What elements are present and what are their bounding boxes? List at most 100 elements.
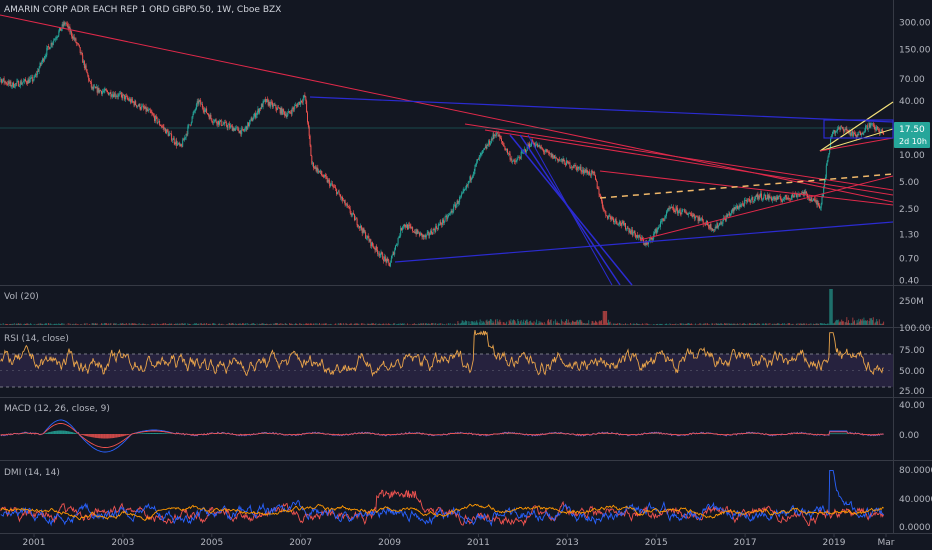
volume-bar (702, 323, 704, 325)
candle-body (433, 229, 435, 230)
candle-body (807, 193, 808, 198)
volume-bar (815, 323, 817, 325)
candle-body (19, 86, 20, 87)
candle-body (173, 138, 175, 143)
wedge-red-line[interactable] (819, 137, 894, 152)
candle-body (303, 95, 305, 99)
volume-pane[interactable]: Vol (20) 250M (0, 289, 924, 325)
volume-bar (758, 323, 760, 325)
candle-body (736, 205, 738, 208)
candle-body (74, 38, 76, 40)
candle-body (115, 96, 117, 97)
candle-body (690, 213, 692, 216)
macd-pane[interactable]: MACD (12, 26, close, 9) 40.00 0.00 (0, 401, 925, 453)
volume-bar (613, 323, 614, 325)
trendline-red-middle[interactable] (484, 129, 894, 196)
candle-body (160, 125, 161, 126)
trend-drawings[interactable] (0, 14, 894, 286)
candle-body (268, 101, 270, 106)
volume-bar (590, 323, 592, 325)
trendline-blue-support[interactable] (394, 221, 894, 263)
volume-bar (821, 323, 823, 325)
candle-body (26, 83, 28, 84)
candle-body (337, 191, 339, 193)
candle-body (701, 218, 703, 221)
trendline-blue-steep-1[interactable] (509, 134, 633, 286)
volume-bar (823, 324, 825, 325)
volume-bar (429, 324, 431, 325)
macd-histogram-bar (154, 433, 156, 434)
wedge-upper-line[interactable] (819, 101, 894, 152)
time-axis[interactable]: 2001 2003 2005 2007 2009 2011 2013 2015 2017 2019… (23, 533, 895, 548)
volume-bar (40, 323, 42, 325)
candle-body (713, 229, 715, 230)
dashed-projection-line[interactable] (599, 173, 894, 199)
macd-histogram-bar (113, 434, 115, 438)
candle-body (197, 101, 199, 104)
candle-body (304, 95, 306, 97)
volume-bar (309, 323, 311, 325)
volume-bar (360, 323, 362, 325)
trendline-blue-steep-3[interactable] (527, 134, 613, 286)
candle-body (821, 196, 823, 204)
trendline-red-support[interactable] (639, 175, 894, 241)
candle-body (345, 204, 347, 206)
rsi-pane[interactable]: RSI (14, close) 100.00 75.00 50.00 25.00 (0, 324, 931, 397)
candle-body (836, 129, 838, 131)
candle-body (866, 125, 867, 126)
volume-bar (582, 323, 584, 325)
macd-histogram-bar (93, 434, 95, 438)
wedge-lower-line[interactable] (819, 128, 894, 152)
volume-bar (830, 289, 832, 325)
macd-histogram-bar (163, 433, 165, 434)
candle-body (430, 230, 432, 235)
candle-body (254, 113, 256, 118)
volume-bar (878, 319, 880, 325)
candle-body (125, 96, 126, 100)
volume-bar (250, 324, 252, 325)
candle-body (427, 232, 429, 233)
candle-body (615, 218, 617, 222)
candle-body (352, 213, 354, 214)
volume-bar (266, 323, 268, 325)
macd-histogram-bar (143, 433, 145, 434)
candle-body (801, 192, 803, 194)
volume-bar (258, 324, 260, 325)
candle-body (35, 74, 37, 77)
dmi-pane[interactable]: DMI (14, 14) 80.0000 40.0000 0.0000 (0, 466, 932, 533)
volume-bar (304, 324, 306, 325)
volume-bar (630, 323, 632, 325)
candle-body (36, 74, 38, 75)
candle-body (883, 132, 885, 135)
volume-bar (237, 323, 239, 325)
candle-body (60, 28, 62, 31)
volume-bar (11, 324, 13, 325)
trendline-blue-resistance[interactable] (309, 96, 894, 123)
trendline-red-upper[interactable] (464, 123, 894, 191)
candle-body (396, 243, 398, 246)
volume-bar (563, 321, 565, 325)
price-pane[interactable] (0, 14, 894, 286)
candle-body (484, 146, 486, 149)
candle-body (332, 185, 334, 187)
candle-body (617, 223, 619, 225)
volume-bar (219, 324, 221, 325)
consolidation-box[interactable] (823, 119, 894, 139)
candle-body (172, 139, 173, 141)
candle-body (501, 141, 503, 144)
candle-body (720, 222, 722, 225)
volume-bar (425, 323, 427, 325)
volume-bar (481, 320, 483, 325)
volume-bar (572, 320, 573, 325)
volume-bar (321, 323, 323, 325)
candle-body (68, 26, 70, 29)
volume-bar (179, 323, 181, 325)
candle-body (497, 131, 499, 137)
candle-body (262, 101, 264, 108)
candle-body (383, 256, 385, 261)
volume-bar (578, 320, 580, 325)
candle-body (27, 79, 29, 84)
candle-body (195, 109, 196, 111)
trendline-red-lower[interactable] (599, 170, 894, 206)
